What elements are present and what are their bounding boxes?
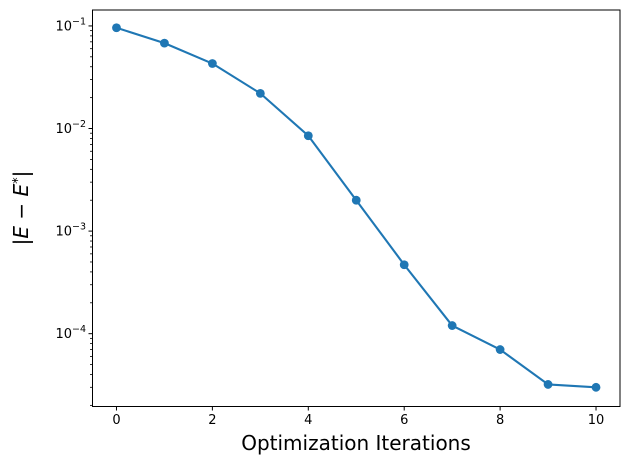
data-point <box>591 382 601 392</box>
x-tick-label: 6 <box>400 413 408 428</box>
ylabel-open-bar: | <box>9 238 33 246</box>
data-line <box>115 26 598 389</box>
data-point <box>447 321 457 330</box>
data-point <box>495 345 505 354</box>
x-tick-label: 8 <box>496 413 504 428</box>
data-point <box>351 195 361 205</box>
data-point <box>160 38 169 48</box>
ylabel-var-Estar: E <box>9 183 33 197</box>
y-tick-label: 10−2 <box>55 119 86 137</box>
data-point <box>303 131 313 141</box>
data-point <box>399 260 409 270</box>
plot-border <box>92 9 621 407</box>
ylabel-var-E: E <box>9 225 33 239</box>
ylabel-superscript-star: * <box>11 177 27 184</box>
x-tick-label: 4 <box>304 413 312 428</box>
data-point <box>543 380 553 389</box>
data-point <box>207 59 217 68</box>
x-tick-label: 10 <box>588 413 605 428</box>
x-axis-label: Optimization Iterations <box>241 431 471 455</box>
y-tick-label: 10−3 <box>55 222 86 240</box>
x-tick-label: 2 <box>208 413 216 428</box>
data-point <box>112 23 121 33</box>
ylabel-close-bar: | <box>9 170 33 178</box>
y-tick-label: 10−4 <box>55 324 86 342</box>
y-tick-label: 10−1 <box>55 16 86 34</box>
data-point <box>255 88 265 98</box>
x-tick-label: 0 <box>112 413 120 428</box>
ylabel-minus: − <box>9 196 33 226</box>
y-axis-label: |E − E*| <box>9 171 33 246</box>
